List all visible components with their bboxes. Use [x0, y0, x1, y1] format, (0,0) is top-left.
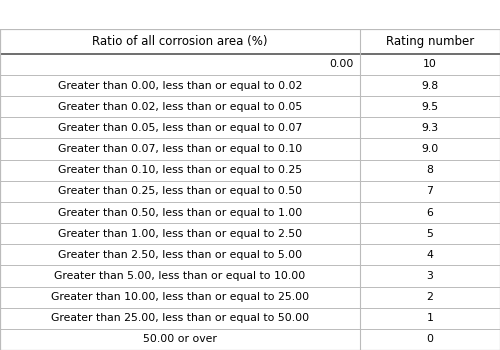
Text: Ratio of all corrosion area (%): Ratio of all corrosion area (%) [92, 35, 268, 48]
Text: Greater than 25.00, less than or equal to 50.00: Greater than 25.00, less than or equal t… [51, 313, 309, 323]
Text: 50.00 or over: 50.00 or over [143, 335, 217, 344]
Text: Greater than 0.00, less than or equal to 0.02: Greater than 0.00, less than or equal to… [58, 80, 302, 91]
Text: Greater than 0.25, less than or equal to 0.50: Greater than 0.25, less than or equal to… [58, 186, 302, 196]
Text: [Table] Rating number based on the ratio of all corrosion area: [Table] Rating number based on the ratio… [6, 7, 500, 22]
Text: Greater than 0.05, less than or equal to 0.07: Greater than 0.05, less than or equal to… [58, 123, 302, 133]
Text: 10: 10 [423, 60, 437, 69]
Text: 8: 8 [426, 165, 434, 175]
Text: 9.0: 9.0 [422, 144, 438, 154]
Text: Greater than 1.00, less than or equal to 2.50: Greater than 1.00, less than or equal to… [58, 229, 302, 239]
Text: 9.3: 9.3 [422, 123, 438, 133]
Text: 1: 1 [426, 313, 434, 323]
Text: 9.5: 9.5 [422, 102, 438, 112]
Text: Greater than 0.02, less than or equal to 0.05: Greater than 0.02, less than or equal to… [58, 102, 302, 112]
Text: Greater than 2.50, less than or equal to 5.00: Greater than 2.50, less than or equal to… [58, 250, 302, 260]
Text: 2: 2 [426, 292, 434, 302]
Text: 9.8: 9.8 [422, 80, 438, 91]
Text: 7: 7 [426, 186, 434, 196]
Text: Greater than 0.50, less than or equal to 1.00: Greater than 0.50, less than or equal to… [58, 208, 302, 217]
Text: Greater than 0.07, less than or equal to 0.10: Greater than 0.07, less than or equal to… [58, 144, 302, 154]
Text: Rating number: Rating number [386, 35, 474, 48]
Text: 6: 6 [426, 208, 434, 217]
Text: Greater than 10.00, less than or equal to 25.00: Greater than 10.00, less than or equal t… [51, 292, 309, 302]
Text: 0: 0 [426, 335, 434, 344]
Text: 3: 3 [426, 271, 434, 281]
Text: 0.00: 0.00 [330, 60, 354, 69]
Text: 4: 4 [426, 250, 434, 260]
Text: Greater than 5.00, less than or equal to 10.00: Greater than 5.00, less than or equal to… [54, 271, 306, 281]
Text: 5: 5 [426, 229, 434, 239]
Text: Greater than 0.10, less than or equal to 0.25: Greater than 0.10, less than or equal to… [58, 165, 302, 175]
